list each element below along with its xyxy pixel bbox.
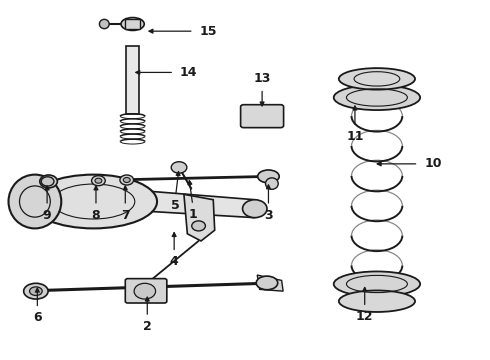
Ellipse shape — [121, 18, 144, 31]
Ellipse shape — [24, 283, 48, 299]
Polygon shape — [257, 275, 283, 291]
Ellipse shape — [40, 175, 57, 188]
Text: 6: 6 — [33, 311, 42, 324]
Text: 1: 1 — [188, 208, 197, 221]
Ellipse shape — [123, 177, 130, 183]
Ellipse shape — [41, 177, 54, 186]
Polygon shape — [184, 194, 215, 241]
Ellipse shape — [256, 276, 278, 290]
Text: 14: 14 — [180, 66, 197, 79]
Ellipse shape — [134, 283, 156, 299]
Text: 12: 12 — [356, 310, 373, 323]
Ellipse shape — [30, 175, 157, 228]
Ellipse shape — [243, 200, 267, 218]
Text: 5: 5 — [171, 199, 180, 212]
Ellipse shape — [8, 175, 61, 228]
Bar — [125, 19, 140, 29]
Ellipse shape — [334, 85, 420, 110]
Ellipse shape — [258, 170, 279, 183]
Text: 15: 15 — [199, 25, 217, 38]
Ellipse shape — [92, 176, 105, 186]
Ellipse shape — [339, 68, 415, 90]
Text: 13: 13 — [253, 72, 271, 85]
Ellipse shape — [95, 178, 102, 183]
FancyBboxPatch shape — [125, 279, 167, 303]
Ellipse shape — [192, 221, 205, 231]
Text: 8: 8 — [92, 209, 100, 222]
Ellipse shape — [339, 291, 415, 312]
Polygon shape — [152, 192, 255, 218]
Ellipse shape — [120, 175, 134, 185]
Text: 9: 9 — [43, 209, 51, 222]
Text: 4: 4 — [170, 255, 178, 268]
Text: 7: 7 — [121, 209, 130, 222]
FancyBboxPatch shape — [241, 105, 284, 128]
Text: 11: 11 — [346, 130, 364, 143]
Bar — [126, 45, 140, 114]
Ellipse shape — [266, 178, 278, 189]
Ellipse shape — [171, 162, 187, 173]
Ellipse shape — [29, 287, 42, 296]
Text: 2: 2 — [143, 320, 151, 333]
Text: 10: 10 — [424, 157, 442, 170]
Ellipse shape — [99, 19, 109, 29]
Ellipse shape — [334, 271, 420, 297]
Text: 3: 3 — [264, 209, 273, 222]
